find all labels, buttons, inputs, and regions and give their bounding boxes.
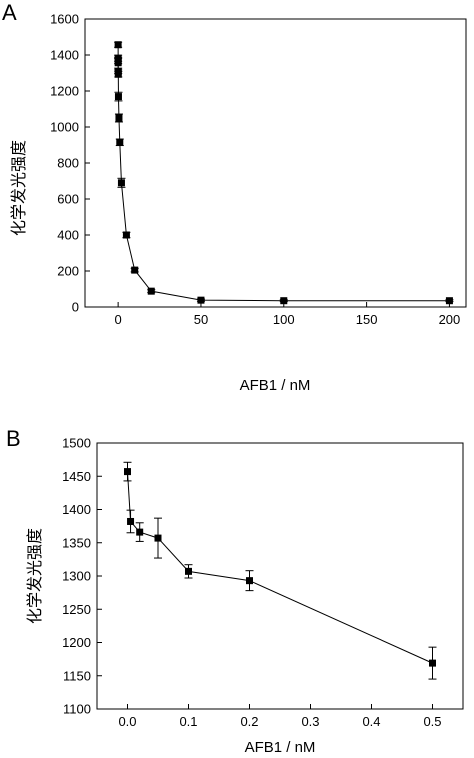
panel-b-letter: B [6,426,21,451]
panel-a-data-point [131,266,139,274]
panel-a-y-tick-label: 200 [57,264,79,279]
panel-b: B AFB1 / nM 化学发光强度 0.0 0.1 0.2 0.3 0.4 0.5 110… [6,426,464,756]
panel-b-data-point [136,528,144,536]
panel-a-plot-frame [84,18,467,308]
panel-a-y-tick-label: 600 [57,192,79,207]
panel-a-data-point [114,93,122,101]
panel-a-data-point [117,179,125,187]
panel-a-y-tick-label: 400 [57,228,79,243]
panel-a-x-tick-label: 50 [194,312,208,327]
panel-b-data-point [246,577,253,585]
panel-b-y-tick-label: 1450 [62,469,91,484]
panel-b-data-point [185,567,192,575]
panel-b-x-tick-label: 0.0 [118,714,136,729]
panel-b-y-tick-label: 1200 [62,635,91,650]
panel-a-letter: A [2,0,17,25]
panel-a-x-tick-label: 200 [439,312,461,327]
panel-a-x-tick-label: 0 [115,312,122,327]
panel-a-x-tick-label: 100 [273,312,295,327]
panel-b-data-point [124,468,131,476]
panel-a-y-tick-label: 1400 [50,48,79,63]
panel-a-data-point [114,59,122,67]
panel-a-x-tick-label: 150 [356,312,378,327]
panel-b-x-tick-label: 0.1 [179,714,197,729]
panel-a-data-point [147,287,155,295]
panel-a-y-tick-label: 800 [57,156,79,171]
panel-a-data-point [115,114,123,122]
panel-b-y-tick-label: 1400 [62,502,91,517]
panel-a-data-point [197,296,205,304]
panel-a-data-point [114,41,122,49]
panel-a-data-point [445,297,453,305]
panel-b-data-point [429,659,436,667]
panel-b-x-axis-title: AFB1 / nM [245,739,316,756]
panel-b-y-axis-title: 化学发光强度 [25,528,44,624]
panel-a-data-point [116,138,124,146]
panel-a-y-tick-label: 1200 [50,84,79,99]
panel-b-x-tick-label: 0.4 [362,714,380,729]
panel-b-y-tick-label: 1500 [62,436,91,451]
panel-a-y-axis-title: 化学发光强度 [9,140,28,236]
panel-b-y-tick-label: 1100 [63,702,91,717]
panel-b-x-tick-label: 0.5 [423,714,441,729]
panel-b-plot-frame [96,442,464,710]
panel-b-y-tick-label: 1250 [62,602,91,617]
panel-a: A AFB1 / nM 化学发光强度 0 50 100 150 200 0 200 400 60… [2,0,467,394]
panel-a-y-tick-label: 1600 [50,12,79,27]
panel-b-x-tick-label: 0.3 [301,714,319,729]
panel-b-y-tick-label: 1150 [63,668,91,683]
panel-b-data-point [127,517,135,525]
panel-a-x-axis-title: AFB1 / nM [240,377,311,394]
panel-b-data-point [154,534,162,542]
panel-b-x-tick-label: 0.2 [240,714,258,729]
panel-b-y-tick-label: 1350 [62,535,91,550]
panel-a-y-tick-label: 1000 [50,120,79,135]
panel-b-y-tick-label: 1300 [62,569,91,584]
panel-a-series-line [117,44,450,302]
panel-a-y-tick-label: 0 [72,300,79,315]
panel-a-data-point [280,297,288,305]
panel-a-data-point [122,231,130,239]
panel-b-series-line [127,471,433,664]
panel-a-data-point [114,70,122,78]
